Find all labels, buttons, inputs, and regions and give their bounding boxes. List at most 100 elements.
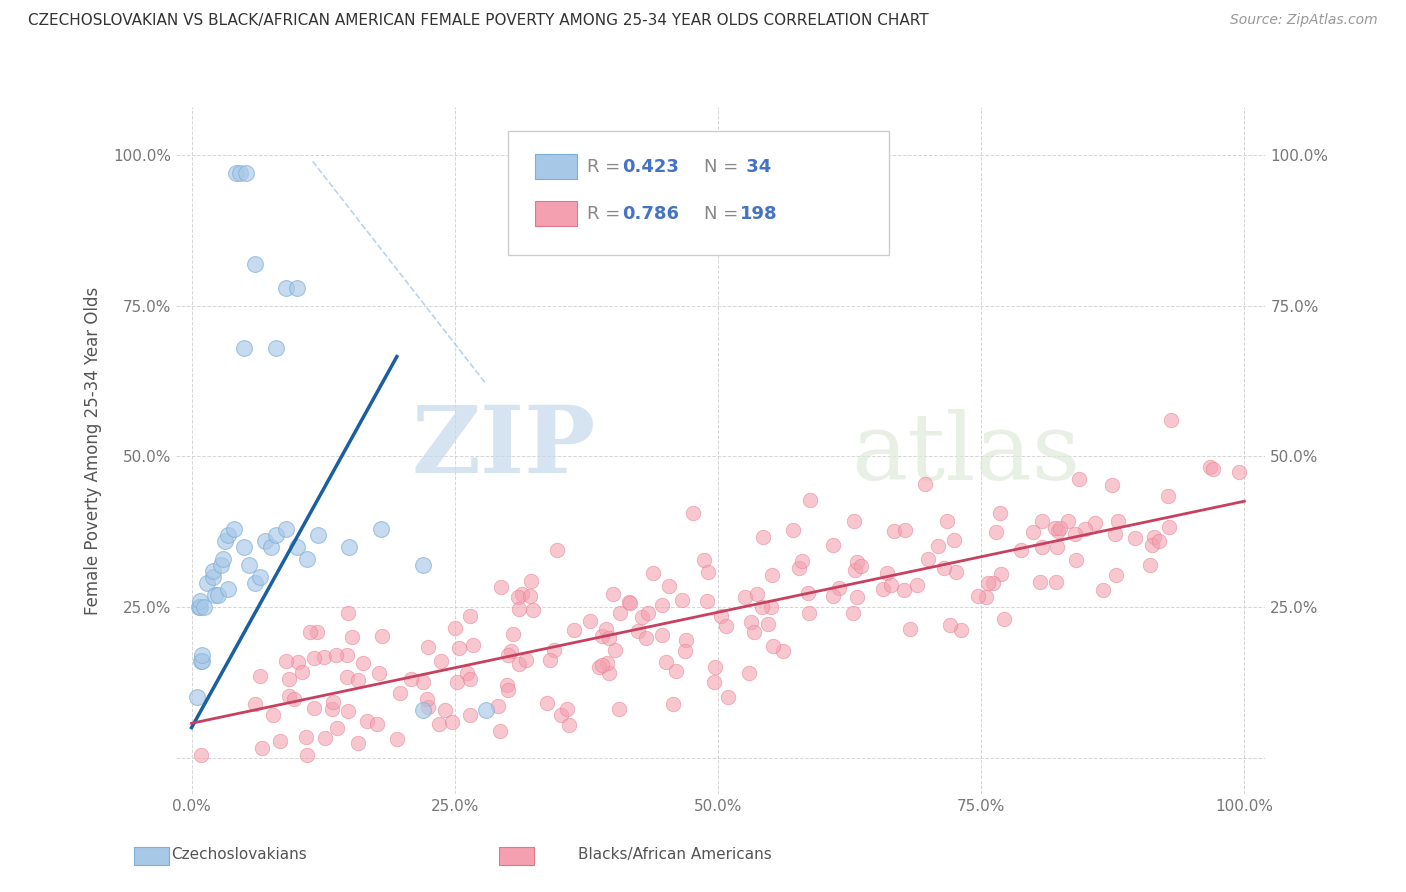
Point	[508, 602, 530, 616]
Point	[1056, 514, 1078, 528]
Point	[458, 609, 481, 624]
Point	[336, 704, 359, 718]
Point	[430, 654, 453, 668]
Point	[264, 528, 287, 542]
Point	[598, 665, 620, 680]
Point	[297, 552, 319, 566]
Point	[249, 668, 271, 682]
Text: Source: ZipAtlas.com: Source: ZipAtlas.com	[1230, 13, 1378, 28]
Point	[212, 552, 235, 566]
Point	[627, 624, 650, 638]
Point	[651, 627, 673, 641]
Point	[693, 552, 716, 566]
Text: R =: R =	[586, 204, 626, 222]
Point	[1021, 524, 1043, 539]
Point	[191, 654, 214, 668]
Point	[1147, 534, 1170, 549]
Point	[325, 648, 347, 662]
Point	[675, 632, 697, 647]
Point	[609, 606, 631, 620]
Point	[555, 702, 578, 716]
Point	[1031, 540, 1053, 554]
Point	[217, 582, 239, 596]
Point	[233, 341, 256, 355]
Point	[254, 533, 277, 548]
Point	[845, 590, 868, 604]
Point	[314, 731, 336, 745]
Point	[665, 664, 688, 678]
Point	[321, 702, 343, 716]
Point	[496, 648, 519, 662]
Point	[605, 643, 627, 657]
Point	[336, 670, 359, 684]
Point	[762, 639, 785, 653]
Point	[752, 530, 775, 544]
Point	[187, 600, 209, 615]
FancyBboxPatch shape	[508, 131, 890, 255]
Text: N =: N =	[704, 158, 744, 176]
Point	[596, 657, 619, 671]
Point	[894, 523, 917, 537]
Point	[295, 730, 318, 744]
Point	[990, 567, 1012, 582]
Point	[191, 648, 214, 663]
Bar	[134, 847, 169, 865]
Point	[326, 721, 349, 735]
Point	[675, 644, 697, 658]
Point	[204, 588, 226, 602]
Point	[515, 653, 537, 667]
Point	[751, 599, 773, 614]
Point	[276, 281, 298, 295]
Point	[217, 528, 239, 542]
Point	[1104, 526, 1126, 541]
Point	[440, 714, 463, 729]
Point	[799, 493, 821, 508]
Point	[966, 589, 988, 603]
Point	[607, 702, 630, 716]
Point	[486, 698, 509, 713]
Point	[591, 629, 613, 643]
Point	[1046, 540, 1069, 554]
Point	[342, 630, 364, 644]
Point	[352, 656, 374, 670]
Point	[412, 702, 434, 716]
Point	[225, 166, 247, 180]
Point	[1198, 460, 1220, 475]
Point	[418, 700, 440, 714]
Point	[283, 692, 305, 706]
Point	[821, 538, 844, 552]
Point	[385, 731, 408, 746]
Point	[631, 609, 654, 624]
Point	[299, 625, 322, 640]
Point	[207, 588, 229, 602]
Point	[233, 540, 256, 554]
Point	[243, 257, 266, 271]
Point	[502, 627, 524, 641]
Point	[489, 724, 512, 739]
Point	[193, 600, 215, 615]
Point	[229, 166, 252, 180]
Point	[443, 621, 465, 635]
Point	[984, 524, 1007, 539]
Point	[305, 625, 328, 640]
Point	[322, 695, 344, 709]
Point	[412, 558, 434, 572]
Point	[1010, 543, 1032, 558]
Point	[934, 561, 956, 575]
Point	[449, 641, 471, 656]
Point	[370, 522, 392, 536]
Point	[427, 717, 450, 731]
Point	[347, 673, 370, 687]
Point	[880, 578, 903, 592]
Point	[262, 708, 284, 723]
Point	[564, 623, 586, 637]
Point	[1125, 531, 1147, 545]
Point	[201, 570, 224, 584]
Point	[307, 528, 329, 542]
Point	[703, 675, 725, 690]
Point	[496, 678, 519, 692]
Point	[927, 539, 949, 553]
Point	[662, 697, 685, 711]
Point	[501, 643, 523, 657]
Point	[1105, 567, 1128, 582]
